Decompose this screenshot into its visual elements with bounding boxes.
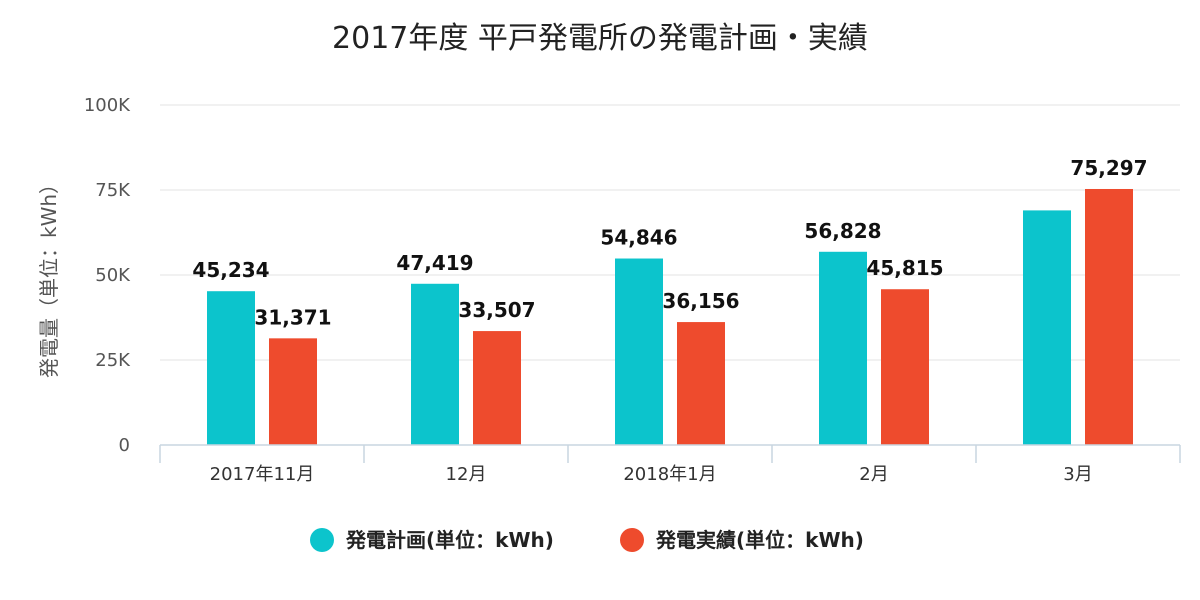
y-tick-label: 25K bbox=[95, 350, 131, 371]
chart-title: 2017年度 平戸発電所の発電計画・実績 bbox=[332, 21, 868, 56]
y-tick-label: 0 bbox=[119, 435, 130, 456]
grid-lines bbox=[160, 104, 1180, 361]
y-tick-label: 75K bbox=[95, 180, 131, 201]
data-label: 75,297 bbox=[1070, 156, 1147, 180]
x-tick-label: 2月 bbox=[859, 464, 888, 485]
y-tick-label: 50K bbox=[95, 265, 131, 286]
y-tick-label: 100K bbox=[84, 95, 131, 116]
x-tick-label: 2018年1月 bbox=[623, 464, 716, 485]
bar-series-1-4 bbox=[1085, 188, 1133, 445]
x-tick-label: 3月 bbox=[1063, 464, 1092, 485]
data-label: 36,156 bbox=[662, 289, 739, 313]
legend-marker[interactable] bbox=[310, 528, 334, 552]
data-label: 56,828 bbox=[804, 219, 881, 243]
y-axis-title: 発電量（単位：kWh） bbox=[37, 174, 61, 378]
data-label: 45,234 bbox=[192, 258, 269, 282]
legend-label[interactable]: 発電計画(単位：kWh) bbox=[345, 528, 554, 552]
data-labels: 45,234 47,419 54,846 56,828 31,371 33,507 36,1… bbox=[192, 156, 1147, 329]
data-label: 33,507 bbox=[458, 298, 535, 322]
bar-series-0-4 bbox=[1023, 210, 1071, 445]
data-label: 45,815 bbox=[866, 256, 943, 280]
legend-label[interactable]: 発電実績(単位：kWh) bbox=[655, 528, 864, 552]
x-axis: 2017年11月 12月 2018年1月 2月 3月 bbox=[159, 444, 1181, 485]
bar-series-0-1 bbox=[411, 283, 459, 445]
bar-series-0-2 bbox=[615, 258, 663, 445]
bar-series-0-0 bbox=[207, 291, 255, 445]
data-label: 47,419 bbox=[396, 251, 473, 275]
bars bbox=[207, 188, 1133, 445]
x-tick-label: 2017年11月 bbox=[210, 464, 315, 485]
bar-series-1-3 bbox=[881, 289, 929, 445]
bar-series-1-2 bbox=[677, 322, 725, 445]
legend-marker[interactable] bbox=[620, 528, 644, 552]
y-axis-ticks: 0 25K 50K 75K 100K bbox=[84, 95, 131, 456]
data-label: 31,371 bbox=[254, 305, 331, 329]
x-tick-label: 12月 bbox=[446, 464, 487, 485]
bar-series-1-0 bbox=[269, 338, 317, 445]
bar-series-0-3 bbox=[819, 251, 867, 445]
bar-series-1-1 bbox=[473, 331, 521, 445]
legend: 発電計画(単位：kWh) 発電実績(単位：kWh) bbox=[310, 528, 864, 552]
data-label: 54,846 bbox=[600, 226, 677, 250]
